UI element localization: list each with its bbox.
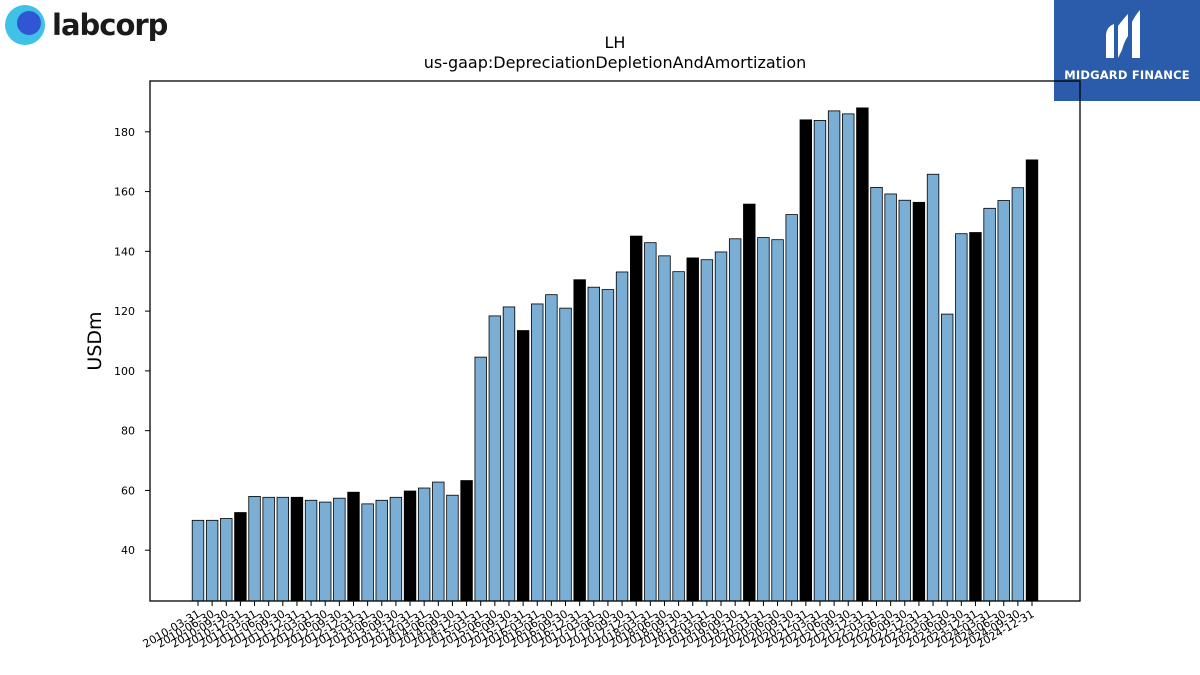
bar-2017-06-30 bbox=[602, 290, 614, 601]
y-axis: 40 60 80 100 120 140 160 180 bbox=[114, 126, 150, 557]
bar-2015-12-31 bbox=[517, 331, 529, 601]
bar-2012-12-31 bbox=[348, 492, 360, 601]
bar-2019-12-31 bbox=[743, 204, 755, 601]
plot-frame bbox=[150, 81, 1080, 601]
bar-2013-06-30 bbox=[376, 500, 388, 601]
bar-2010-12-31 bbox=[235, 513, 247, 601]
bar-2022-06-30 bbox=[885, 194, 897, 601]
bar-2018-06-30 bbox=[659, 256, 671, 601]
x-axis: 2010-03-312010-06-302010-09-302010-12-31… bbox=[141, 601, 1037, 651]
bar-2021-12-31 bbox=[857, 108, 869, 601]
bar-2022-12-31 bbox=[913, 202, 925, 601]
bar-2020-12-31 bbox=[800, 120, 812, 601]
bar-2016-12-31 bbox=[574, 280, 586, 601]
bar-2019-03-31 bbox=[701, 260, 713, 601]
bar-2017-03-31 bbox=[588, 287, 600, 601]
bars-group bbox=[192, 108, 1038, 601]
bar-2024-09-30 bbox=[1012, 188, 1024, 601]
bar-2016-03-31 bbox=[531, 304, 543, 601]
bar-2011-09-30 bbox=[277, 497, 289, 601]
y-axis-label: USDm bbox=[84, 311, 106, 370]
bar-2013-03-31 bbox=[362, 504, 374, 601]
bar-2019-06-30 bbox=[715, 252, 727, 601]
y-tick-label-60: 60 bbox=[121, 484, 135, 497]
bar-2012-06-30 bbox=[319, 502, 331, 601]
y-tick-label-100: 100 bbox=[114, 365, 135, 378]
bar-2014-09-30 bbox=[447, 495, 459, 601]
bar-2013-09-30 bbox=[390, 497, 402, 601]
chart-subtitle: us-gaap:DepreciationDepletionAndAmortiza… bbox=[424, 53, 807, 72]
bar-2010-06-30 bbox=[206, 520, 218, 601]
bar-2010-09-30 bbox=[220, 519, 232, 601]
bar-2021-06-30 bbox=[828, 111, 840, 601]
bar-2012-03-31 bbox=[305, 500, 317, 601]
bar-2024-12-31 bbox=[1026, 160, 1038, 601]
y-tick-label-160: 160 bbox=[114, 186, 135, 199]
bar-2020-06-30 bbox=[772, 240, 784, 601]
bar-2011-03-31 bbox=[249, 496, 261, 601]
bar-2017-12-31 bbox=[630, 236, 642, 601]
bar-2016-09-30 bbox=[560, 308, 572, 601]
bar-2017-09-30 bbox=[616, 272, 628, 601]
bar-2015-03-31 bbox=[475, 357, 487, 601]
bar-2023-06-30 bbox=[941, 314, 953, 601]
bar-2018-09-30 bbox=[673, 272, 685, 601]
y-tick-label-140: 140 bbox=[114, 245, 135, 258]
bar-2015-09-30 bbox=[503, 307, 515, 601]
bar-2023-12-31 bbox=[970, 233, 982, 601]
bar-chart: LH us-gaap:DepreciationDepletionAndAmort… bbox=[0, 0, 1200, 675]
bar-2013-12-31 bbox=[404, 491, 416, 601]
bar-2019-09-30 bbox=[729, 239, 741, 601]
chart-title: LH bbox=[605, 33, 626, 52]
bar-2020-03-31 bbox=[758, 238, 770, 601]
bar-2024-06-30 bbox=[998, 201, 1010, 601]
bar-2021-09-30 bbox=[842, 114, 854, 601]
bar-2018-12-31 bbox=[687, 258, 699, 601]
bar-2015-06-30 bbox=[489, 316, 501, 601]
bar-2023-09-30 bbox=[956, 234, 968, 601]
bar-2010-03-31 bbox=[192, 520, 204, 601]
bar-2014-06-30 bbox=[433, 482, 445, 601]
y-tick-label-180: 180 bbox=[114, 126, 135, 139]
bar-2023-03-31 bbox=[927, 174, 939, 601]
bar-2021-03-31 bbox=[814, 120, 826, 601]
bar-2022-09-30 bbox=[899, 200, 911, 601]
bar-2014-03-31 bbox=[418, 488, 430, 601]
y-tick-label-80: 80 bbox=[121, 425, 135, 438]
bar-2012-09-30 bbox=[334, 498, 346, 601]
bar-2011-06-30 bbox=[263, 497, 275, 601]
bar-2011-12-31 bbox=[291, 497, 303, 601]
y-tick-label-40: 40 bbox=[121, 544, 135, 557]
bar-2016-06-30 bbox=[546, 295, 558, 601]
bar-2022-03-31 bbox=[871, 187, 883, 601]
bar-2018-03-31 bbox=[645, 243, 657, 601]
bar-2024-03-31 bbox=[984, 208, 996, 601]
y-tick-label-120: 120 bbox=[114, 305, 135, 318]
bar-2014-12-31 bbox=[461, 481, 473, 601]
bar-2020-09-30 bbox=[786, 215, 798, 601]
